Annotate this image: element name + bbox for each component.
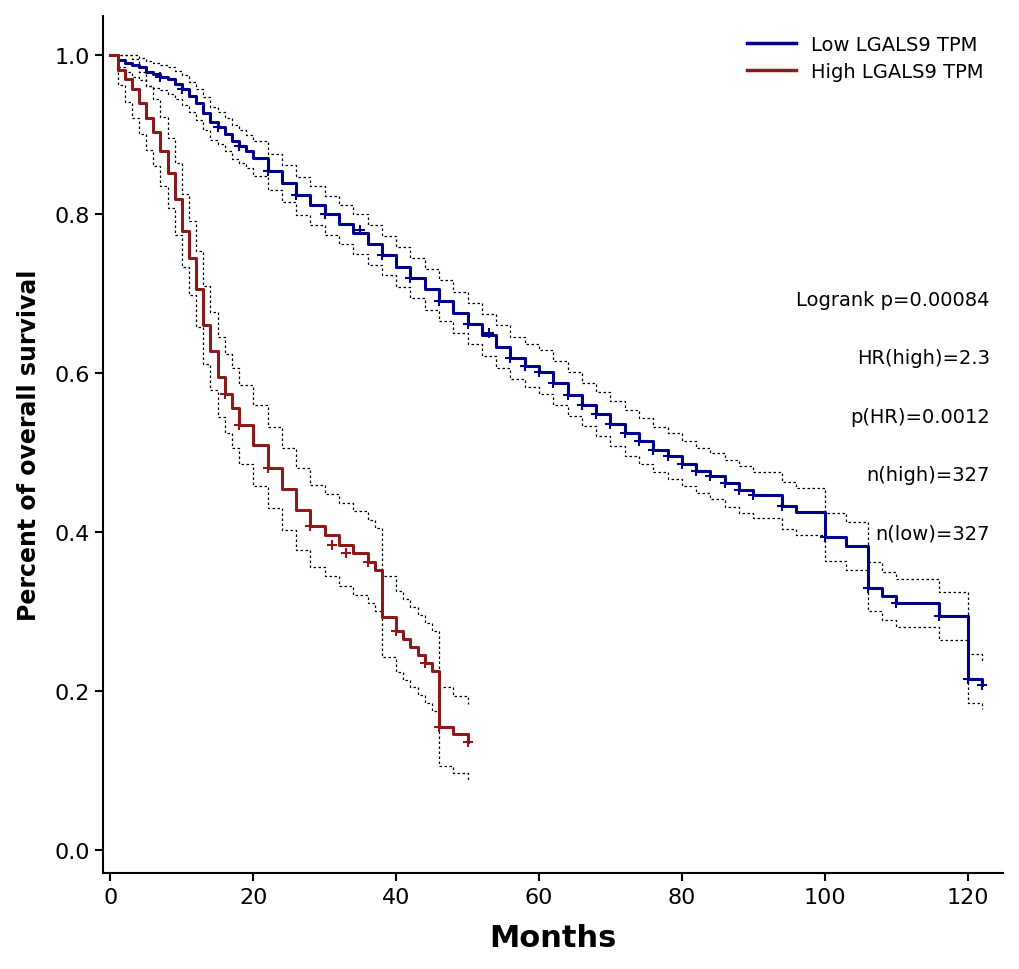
Text: n(low)=327: n(low)=327: [874, 524, 988, 543]
Text: n(high)=327: n(high)=327: [865, 466, 988, 484]
Y-axis label: Percent of overall survival: Percent of overall survival: [16, 269, 41, 620]
Text: Logrank p=0.00084: Logrank p=0.00084: [796, 291, 988, 310]
X-axis label: Months: Months: [489, 923, 616, 953]
Text: HR(high)=2.3: HR(high)=2.3: [856, 349, 988, 368]
Text: p(HR)=0.0012: p(HR)=0.0012: [849, 407, 988, 426]
Legend: Low LGALS9 TPM, High LGALS9 TPM: Low LGALS9 TPM, High LGALS9 TPM: [737, 26, 993, 91]
